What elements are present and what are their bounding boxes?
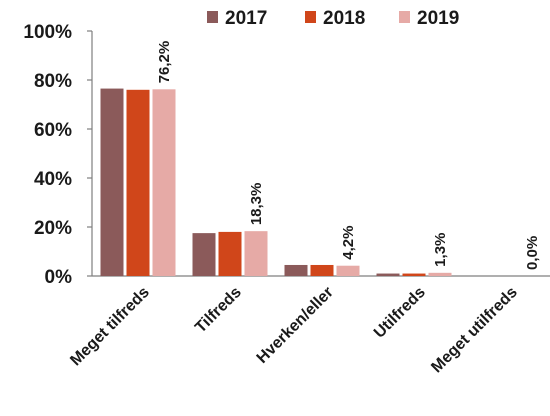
data-label: 1,3%	[432, 233, 449, 267]
category-label: Hverken/eller	[254, 284, 337, 367]
legend: 2017 2018 2019	[207, 8, 459, 29]
legend-swatch-2018	[305, 11, 316, 23]
bar-2017	[100, 88, 124, 276]
bars	[100, 88, 452, 276]
bar-2017	[376, 273, 400, 276]
category-label: Meget utilfreds	[428, 284, 521, 377]
bar-2019	[336, 265, 360, 276]
category-label: Tilfreds	[192, 284, 245, 337]
y-tick-label: 0%	[45, 267, 73, 288]
y-tick-label: 40%	[34, 169, 72, 190]
category-labels: Meget tilfreds Tilfreds Hverken/eller Utilf…	[67, 284, 521, 377]
y-tick-label: 100%	[23, 22, 72, 43]
category-label: Utilfreds	[371, 284, 429, 342]
legend-swatch-2019	[399, 11, 410, 23]
bar-2017	[192, 233, 216, 276]
legend-label-2018: 2018	[323, 8, 365, 29]
y-tick-label: 80%	[34, 71, 72, 92]
legend-label-2017: 2017	[225, 8, 267, 29]
data-label: 0,0%	[524, 236, 541, 270]
legend-label-2019: 2019	[417, 8, 459, 29]
bar-2017	[284, 264, 308, 276]
data-label: 4,2%	[340, 226, 357, 260]
data-labels: 76,2% 18,3% 4,2% 1,3% 0,0%	[156, 41, 541, 270]
bar-2019	[244, 231, 268, 276]
legend-swatch-2017	[207, 11, 218, 23]
data-label: 76,2%	[156, 41, 173, 84]
category-label: Meget tilfreds	[67, 284, 153, 370]
bar-2018	[310, 264, 334, 276]
bar-2018	[126, 89, 150, 276]
bar-2019	[152, 89, 176, 276]
bar-2019	[428, 272, 452, 276]
y-tick-label: 20%	[34, 218, 72, 239]
data-label: 18,3%	[248, 183, 265, 226]
bar-2018	[402, 273, 426, 276]
bar-2018	[218, 231, 242, 276]
y-tick-label: 60%	[34, 120, 72, 141]
